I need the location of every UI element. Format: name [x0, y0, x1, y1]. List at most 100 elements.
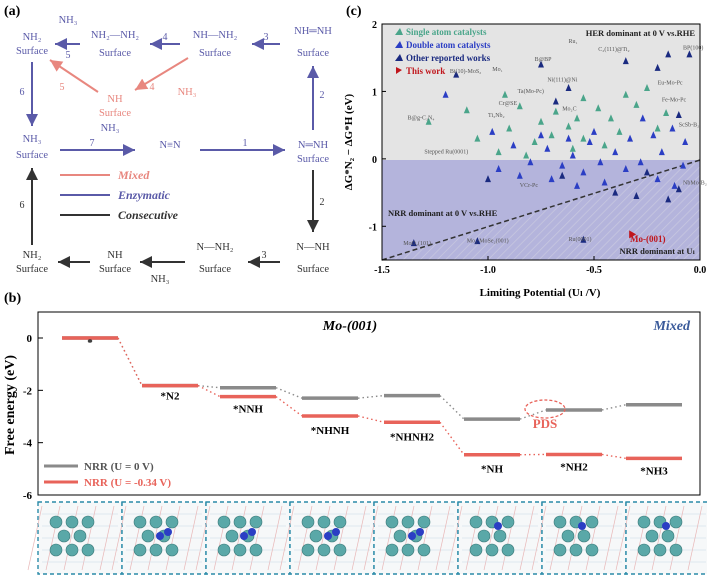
energy-y-tick-label: -6 — [23, 490, 33, 502]
data-point — [644, 84, 650, 92]
data-point — [627, 134, 634, 142]
point-label: Stepped Ru(0001) — [424, 148, 468, 155]
data-point — [580, 235, 587, 243]
step-number: 6 — [20, 200, 25, 211]
node-nh2-tl: NH₂ — [23, 32, 42, 43]
panel-c-label: (c) — [346, 4, 362, 19]
point-label: Bi(10)-MoS₂ — [450, 68, 481, 75]
data-point — [675, 185, 682, 193]
her-region-label: HER dominant at 0 V vs.RHE — [586, 28, 696, 38]
surface-label: Surface — [297, 154, 329, 165]
data-point — [633, 191, 640, 199]
step-number: 2 — [320, 197, 325, 208]
data-point — [586, 138, 593, 145]
data-point — [665, 195, 672, 203]
panel-b-energy-diagram: 0 -2 -4 -6 * *N2 *NNH *NHNH *NHNH2 *NH *NH2 *NH3 P… — [3, 311, 707, 575]
data-point — [686, 50, 693, 58]
structure-thumbnails — [27, 501, 707, 575]
intermediate-label: *NHNH2 — [390, 431, 435, 443]
step-number: 2 — [320, 90, 325, 101]
data-point — [612, 188, 619, 196]
energy-plot-frame — [37, 311, 701, 496]
step-number: 5 — [66, 50, 71, 61]
data-point — [612, 148, 619, 156]
legend-u0-text: NRR (U = 0 V) — [84, 461, 154, 473]
step-number: 4 — [150, 82, 155, 93]
energy-connector — [439, 395, 465, 420]
node-nnh2: N—NH₂ — [197, 242, 234, 253]
data-point — [442, 90, 449, 98]
node-nh2-bl: NH₂ — [23, 250, 42, 261]
data-point — [622, 164, 629, 172]
surface-label: Surface — [16, 150, 48, 161]
energy-connector — [275, 387, 303, 399]
node-nhnh: NH═NH — [294, 26, 332, 37]
point-label: Ni(111)@Ni — [547, 76, 577, 83]
intermediate-label: *NHNH — [311, 425, 350, 437]
structure-thumbnail — [363, 501, 459, 575]
point-label: Cr@SE — [499, 101, 518, 107]
data-point — [538, 60, 544, 68]
step-number: 5 — [60, 82, 65, 93]
step-number: 3 — [264, 32, 269, 43]
structure-thumbnail — [615, 501, 707, 575]
x-axis-label: Limiting Potential (Uₗ /V) — [480, 287, 601, 299]
point-label: Mo₁ — [492, 67, 502, 73]
data-point — [574, 114, 581, 122]
data-point — [474, 134, 481, 142]
point-label: NbMo-B₂ — [683, 180, 707, 186]
data-point — [569, 144, 576, 152]
data-point — [665, 50, 672, 58]
surface-label: Surface — [199, 48, 231, 59]
data-point — [682, 138, 689, 145]
point-label: Ti₃Nb₂ — [488, 113, 505, 119]
structure-thumbnail — [111, 501, 207, 575]
axis-ticks: -1.5 -1.0 -0.5 0.0 -1 0 1 2 — [369, 20, 707, 276]
legend-marker-single — [395, 28, 403, 35]
data-point — [495, 148, 502, 156]
point-label: VCr-Pc — [520, 183, 539, 189]
intermediate-label: *NH2 — [560, 461, 588, 473]
data-point — [485, 175, 491, 183]
legend-this-work: This work — [406, 66, 445, 76]
point-label: Mo₂-MoSe₂(001) — [467, 237, 509, 244]
data-point — [548, 131, 555, 139]
legend-marker-double — [395, 41, 403, 48]
x-tick-label: -1.5 — [374, 265, 390, 276]
legend-consecutive: Consecutive — [118, 208, 179, 222]
node-nh-bot: NH — [107, 250, 123, 261]
structure-thumbnail — [447, 501, 543, 575]
step-number: 3 — [262, 250, 267, 261]
data-point — [523, 151, 530, 159]
point-label: ScSb-B₂ — [679, 122, 699, 128]
data-point — [637, 158, 644, 166]
data-point — [516, 102, 523, 110]
data-point — [658, 148, 665, 156]
data-point-this-work — [629, 230, 637, 239]
x-tick-label: -1.0 — [480, 265, 496, 276]
point-label: B@g-C₃N₄ — [407, 116, 434, 122]
data-point — [544, 144, 551, 152]
node-nh2nh2: NH₂—NH₂ — [91, 30, 139, 41]
data-point — [474, 237, 481, 245]
data-point — [607, 114, 614, 122]
energy-connector — [519, 409, 547, 420]
data-point — [410, 239, 417, 247]
data-point — [565, 84, 572, 92]
legend-other: Other reported works — [406, 53, 491, 63]
step-number: 6 — [20, 87, 25, 98]
point-label: Ru₁ — [569, 39, 578, 45]
data-point — [663, 109, 670, 117]
node-nnh: N—NH — [296, 242, 330, 253]
data-point — [501, 90, 508, 98]
energy-connector — [275, 396, 303, 417]
structure-thumbnail — [531, 501, 627, 575]
data-point — [654, 124, 661, 132]
point-labels: Ru₁ C₂(111)@Ti₂ BP(100) B@BP Mo₁ Bi(10)-MoS₂ N… — [403, 39, 707, 247]
data-point — [489, 127, 496, 135]
panel-c-scatter-chart: -1.5 -1.0 -0.5 0.0 -1 0 1 2 HER dominant at 0 V… — [343, 20, 707, 299]
energy-y-tick-label: 0 — [27, 333, 33, 345]
point-label: Mo₂C — [562, 106, 576, 112]
nrr-ul-label: NRR dominant at Uₗ — [620, 246, 696, 256]
surface-label: Surface — [99, 264, 131, 275]
